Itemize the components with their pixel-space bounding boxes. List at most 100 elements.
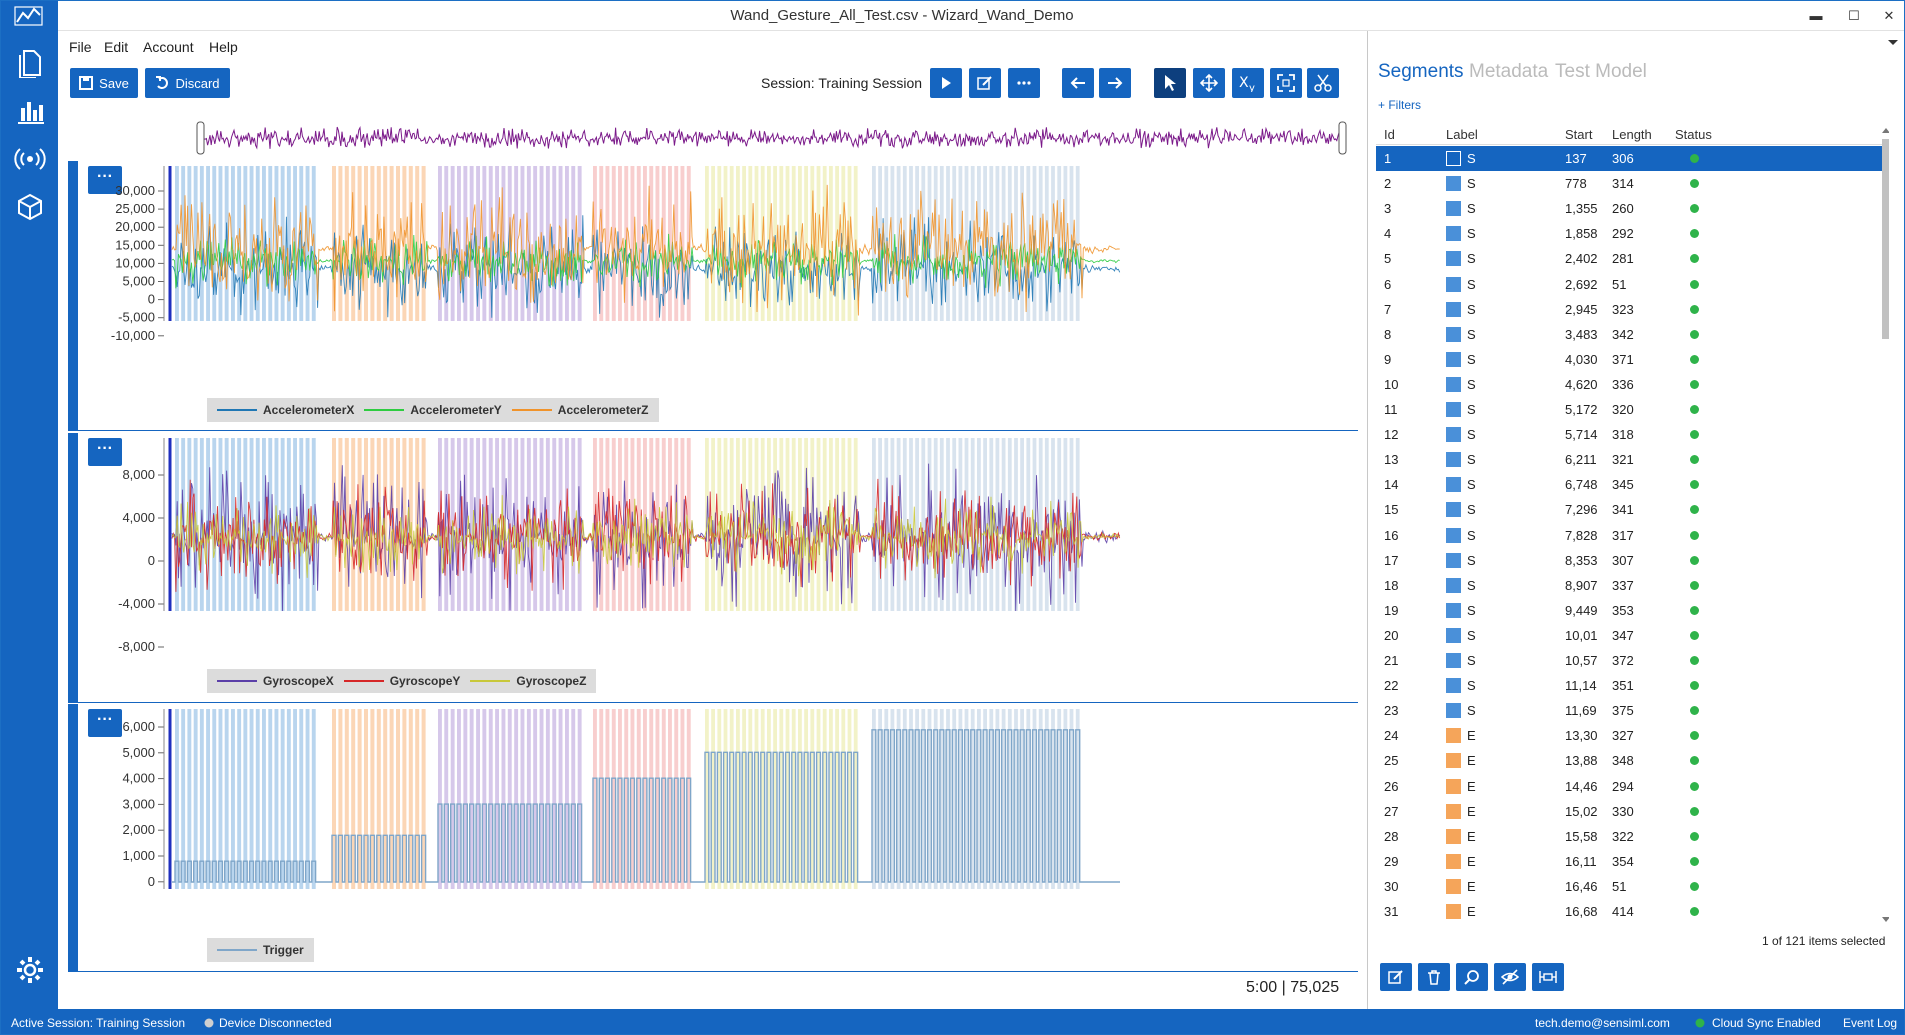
table-row[interactable]: 26 E 14,46 294 (1376, 774, 1886, 799)
nav-settings[interactable] (1, 946, 58, 994)
row-length: 51 (1612, 878, 1627, 894)
pane-options-button[interactable]: ··· (88, 438, 122, 466)
next-button[interactable] (1099, 68, 1131, 98)
table-row[interactable]: 30 E 16,46 51 (1376, 874, 1886, 899)
segment-band (199, 709, 204, 889)
cut-tool-button[interactable] (1307, 68, 1339, 98)
event-log-link[interactable]: Event Log (1843, 1016, 1898, 1030)
pane-options-button[interactable]: ··· (88, 709, 122, 737)
table-row[interactable]: 18 S 8,907 337 (1376, 573, 1886, 598)
table-row[interactable]: 7 S 2,945 323 (1376, 297, 1886, 322)
menu-help[interactable]: Help (209, 39, 238, 55)
table-row[interactable]: 17 S 8,353 307 (1376, 548, 1886, 573)
fit-view-button[interactable] (1270, 68, 1302, 98)
play-button[interactable] (930, 68, 962, 98)
panel-dropdown-icon[interactable] (1887, 39, 1899, 47)
filters-toggle[interactable]: + Filters (1378, 98, 1422, 112)
segment-band (779, 166, 784, 321)
column-length[interactable]: Length (1612, 127, 1652, 142)
tab-segments[interactable]: Segments (1378, 61, 1464, 82)
nav-model[interactable] (1, 183, 58, 231)
previous-button[interactable] (1062, 68, 1094, 98)
menu-edit[interactable]: Edit (104, 39, 129, 55)
segment-band (742, 438, 746, 611)
table-row[interactable]: 4 S 1,858 292 (1376, 221, 1886, 246)
column-status[interactable]: Status (1675, 127, 1712, 142)
table-row[interactable]: 22 S 11,14 351 (1376, 673, 1886, 698)
series-line (171, 478, 1121, 592)
row-label: S (1467, 602, 1476, 618)
tab-metadata[interactable]: Metadata (1469, 61, 1549, 82)
nav-capture[interactable] (1, 135, 58, 183)
row-label: E (1467, 878, 1476, 894)
row-length: 372 (1612, 653, 1634, 668)
segments-scrollbar[interactable] (1879, 127, 1889, 922)
table-row[interactable]: 3 S 1,355 260 (1376, 196, 1886, 221)
maximize-button[interactable]: ☐ (1848, 8, 1860, 23)
row-id: 11 (1384, 402, 1398, 417)
hide-segment-button[interactable] (1494, 963, 1526, 991)
row-start: 2,945 (1565, 301, 1598, 317)
save-button[interactable]: Save (70, 68, 138, 98)
table-row[interactable]: 31 E 16,68 414 (1376, 899, 1886, 924)
table-row[interactable]: 13 S 6,211 321 (1376, 447, 1886, 472)
discard-button[interactable]: Discard (145, 68, 230, 98)
segment-band (841, 709, 846, 889)
table-row[interactable]: 2 S 778 314 (1376, 171, 1886, 196)
menu-file[interactable]: File (69, 39, 92, 55)
segment-band (939, 709, 944, 889)
column-start[interactable]: Start (1565, 127, 1593, 142)
eye-off-icon (1501, 969, 1519, 985)
table-row[interactable]: 24 E 13,30 327 (1376, 723, 1886, 748)
segment-band (243, 166, 248, 321)
menu-account[interactable]: Account (143, 39, 194, 55)
column-id[interactable]: Id (1384, 127, 1395, 142)
table-row[interactable]: 23 S 11,69 375 (1376, 698, 1886, 723)
table-row[interactable]: 16 S 7,828 317 (1376, 523, 1886, 548)
user-account[interactable]: tech.demo@sensiml.com (1535, 1016, 1670, 1030)
edit-segment-button[interactable] (1380, 963, 1412, 991)
select-tool-button[interactable] (1154, 68, 1186, 98)
gyroscope-chart[interactable]: 8,000 4,000 0 -4,000 -8,000 (68, 433, 1358, 703)
table-row[interactable]: 6 S 2,692 51 (1376, 272, 1886, 297)
row-length: 321 (1612, 452, 1634, 468)
zoom-segment-button[interactable] (1456, 963, 1488, 991)
accelerometer-chart[interactable]: 30,000 25,000 20,000 15,000 10,000 5,000 0 -5,0… (68, 161, 1358, 431)
trigger-chart[interactable]: 6,000 5,000 4,000 3,000 2,000 1,000 0 (68, 704, 1358, 972)
segment-band (927, 709, 932, 889)
column-label[interactable]: Label (1446, 127, 1478, 142)
table-row[interactable]: 28 E 15,58 322 (1376, 824, 1886, 849)
row-label: S (1467, 527, 1476, 543)
minimize-button[interactable]: ▬ (1809, 8, 1823, 23)
close-button[interactable]: ✕ (1883, 8, 1895, 23)
table-row[interactable]: 5 S 2,402 281 (1376, 246, 1886, 271)
table-row[interactable]: 14 S 6,748 345 (1376, 472, 1886, 497)
more-button[interactable] (1008, 68, 1040, 98)
nav-data-explorer[interactable] (1, 87, 58, 135)
label-color-swatch (1446, 602, 1461, 618)
overview-scrubber[interactable] (196, 118, 1348, 158)
table-row[interactable]: 9 S 4,030 371 (1376, 347, 1886, 372)
span-segment-button[interactable] (1532, 963, 1564, 991)
pane-options-button[interactable]: ··· (88, 166, 122, 194)
table-row[interactable]: 21 S 10,57 372 (1376, 648, 1886, 673)
nav-files[interactable] (1, 39, 58, 87)
table-row[interactable]: 15 S 7,296 341 (1376, 497, 1886, 522)
table-row[interactable]: 27 E 15,02 330 (1376, 799, 1886, 824)
segment-band (507, 709, 512, 889)
tab-test-model[interactable]: Test Model (1555, 61, 1647, 82)
table-row[interactable]: 20 S 10,01 347 (1376, 623, 1886, 648)
table-row[interactable]: 19 S 9,449 353 (1376, 598, 1886, 623)
table-row[interactable]: 25 E 13,88 348 (1376, 748, 1886, 773)
table-row[interactable]: 10 S 4,620 336 (1376, 372, 1886, 397)
edit-button[interactable] (969, 68, 1001, 98)
pan-tool-button[interactable] (1193, 68, 1225, 98)
table-row[interactable]: 1 S 137 306 (1376, 146, 1886, 171)
table-row[interactable]: 8 S 3,483 342 (1376, 322, 1886, 347)
table-row[interactable]: 11 S 5,172 320 (1376, 397, 1886, 422)
segment-band (539, 166, 544, 321)
table-row[interactable]: 12 S 5,714 318 (1376, 422, 1886, 447)
delete-segment-button[interactable] (1418, 963, 1450, 991)
table-row[interactable]: 29 E 16,11 354 (1376, 849, 1886, 874)
